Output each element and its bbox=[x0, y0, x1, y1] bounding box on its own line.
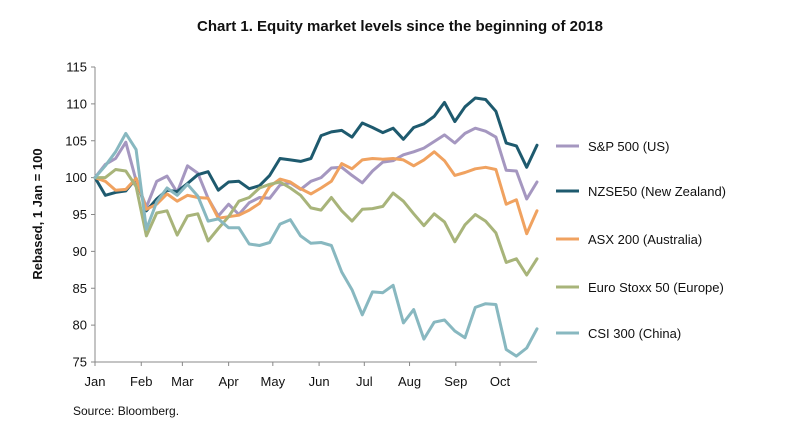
y-axis-label: Rebased, 1 Jan = 100 bbox=[30, 148, 45, 279]
x-tick-label: Mar bbox=[171, 374, 194, 389]
y-tick-label: 105 bbox=[65, 133, 87, 148]
chart-title: Chart 1. Equity market levels since the … bbox=[197, 18, 603, 35]
y-tick-label: 100 bbox=[65, 170, 87, 185]
x-tick-label: Oct bbox=[490, 374, 511, 389]
y-tick-label: 75 bbox=[73, 355, 87, 370]
x-tick-label: Feb bbox=[130, 374, 152, 389]
legend-label: CSI 300 (China) bbox=[588, 326, 681, 341]
y-tick-label: 80 bbox=[73, 318, 87, 333]
x-tick-label: Sep bbox=[444, 374, 467, 389]
y-tick-label: 115 bbox=[66, 60, 87, 75]
series-line bbox=[93, 150, 539, 236]
legend-label: S&P 500 (US) bbox=[588, 139, 669, 154]
x-axis: Jan Feb Mar Apr May Jun Jul Aug Sep Oct bbox=[85, 361, 537, 389]
series-lines bbox=[93, 96, 539, 358]
y-tick-label: 95 bbox=[73, 207, 87, 222]
legend-label: ASX 200 (Australia) bbox=[588, 232, 702, 247]
y-axis: 75 80 85 90 95 100 105 110 115 bbox=[65, 60, 96, 370]
x-tick-label: May bbox=[261, 374, 286, 389]
y-tick-label: 90 bbox=[73, 244, 87, 259]
legend-label: NZSE50 (New Zealand) bbox=[588, 184, 726, 199]
series-line bbox=[93, 126, 539, 218]
x-tick-label: Jul bbox=[356, 374, 373, 389]
series-line bbox=[93, 168, 539, 277]
series-line bbox=[93, 131, 539, 358]
source-note: Source: Bloomberg. bbox=[73, 404, 180, 418]
y-tick-label: 110 bbox=[66, 96, 87, 111]
legend: S&P 500 (US) NZSE50 (New Zealand) ASX 200 … bbox=[556, 139, 726, 341]
x-tick-label: Aug bbox=[398, 374, 421, 389]
x-tick-label: Jan bbox=[85, 374, 106, 389]
legend-label: Euro Stoxx 50 (Europe) bbox=[588, 280, 724, 295]
x-tick-label: Apr bbox=[219, 374, 240, 389]
x-tick-label: Jun bbox=[309, 374, 330, 389]
y-tick-label: 85 bbox=[73, 281, 87, 296]
